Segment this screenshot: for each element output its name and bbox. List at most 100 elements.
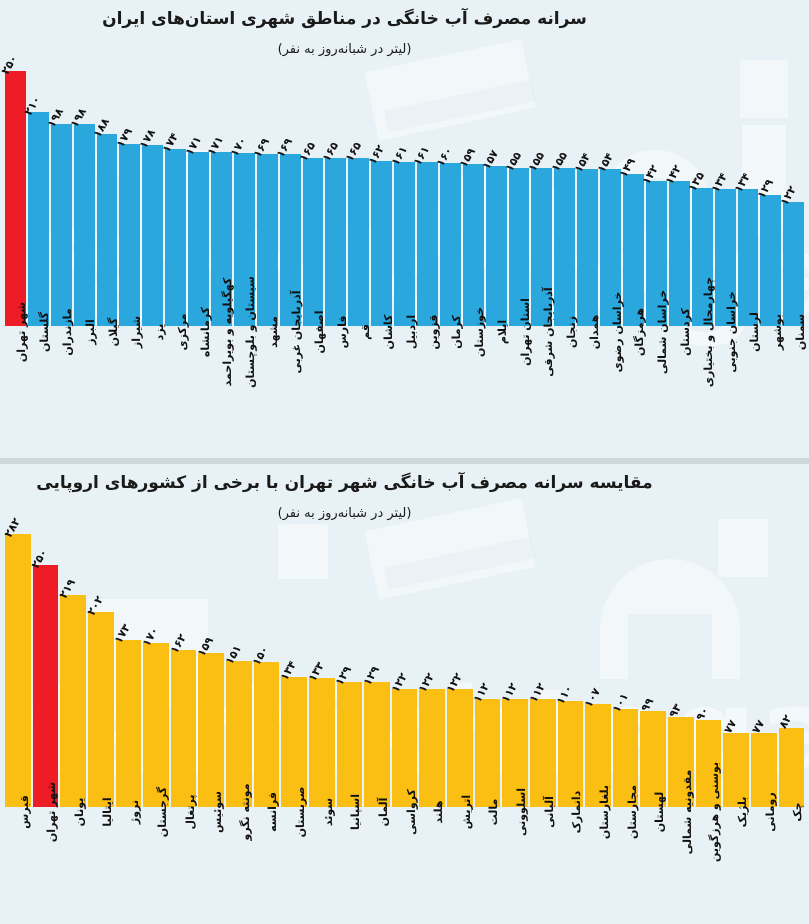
bar: ۱۵۵ — [549, 150, 576, 326]
axis-label: مجارستان — [625, 784, 639, 840]
axis-label: کاشان — [381, 314, 395, 350]
axis-label: گیلان — [107, 317, 120, 347]
axis-label: مالت — [487, 798, 501, 826]
axis-label: خوزستان — [473, 307, 487, 357]
axis-label-column: مشهد — [257, 316, 280, 454]
axis-label-column: کرمان — [440, 315, 463, 454]
bar-column: ۹۰ — [694, 492, 722, 807]
axis-label: اردبیل — [404, 314, 418, 350]
bar-column: ۱۹۸ — [68, 36, 95, 326]
bar-value-label: ۱۱۰ — [554, 682, 576, 707]
axis-label-column: همدان — [577, 315, 601, 454]
axis-label-column: هلند — [419, 801, 445, 924]
bar-value-label: ۹۰ — [693, 704, 712, 723]
bar-column: ۱۵۵ — [526, 36, 553, 326]
bar-value-label: ۱۱۲ — [526, 680, 548, 705]
axis-label: آلمان — [376, 797, 390, 827]
axis-label-column: شهر تهران — [5, 302, 28, 454]
axis-label: کرواسی — [404, 789, 418, 835]
bar-value-label: ۲۵۰ — [0, 52, 21, 77]
bar-column: ۱۶۱ — [411, 36, 438, 326]
bar-column: ۱۷۹ — [114, 36, 141, 326]
x-axis-labels-bottom: قبرس شهر تهران یونان ایتالیا نروژ گرجستان پرتغ… — [0, 762, 809, 924]
axis-label-column: البرز — [74, 319, 97, 454]
axis-label: لرستان — [747, 312, 761, 352]
bar-column: ۱۵۷ — [480, 36, 507, 326]
axis-label: آلبانی — [542, 796, 556, 828]
bar: ۲۸۲ — [2, 516, 31, 807]
bar: ۹۰ — [694, 705, 722, 807]
axis-label: بلژیک — [736, 796, 750, 828]
axis-label: اصفهان — [313, 310, 327, 354]
axis-label-column: آلبانی — [530, 796, 556, 924]
bar: ۱۴۹ — [617, 156, 644, 326]
axis-label: استان تهران — [519, 298, 533, 366]
bar-column: ۹۳ — [666, 492, 694, 807]
bar-column: ۸۲ — [777, 492, 805, 807]
bars-container-top: ۲۵۰ ۲۱۰ ۱۹۸ ۱۹۸ ۱۸۸ ۱۷۹ ۱۷۸ ۱۷۴ ۱۷۱ ۱۷۱ ۱۷۰ ۱۶۹ ۱۶۹ ۱… — [0, 36, 809, 326]
bar-column: ۲۵۰ — [0, 36, 26, 326]
axis-label: خراسان رضوی — [610, 291, 624, 373]
bar: ۲۰۲ — [84, 594, 114, 807]
axis-label-column: قم — [348, 324, 372, 454]
axis-label-column: سوئیس — [198, 791, 224, 924]
bar: ۱۶۵ — [320, 140, 347, 326]
bar: ۱۵۵ — [503, 150, 530, 326]
axis-label-column: استان تهران — [509, 298, 532, 454]
bar: ۷۷ — [721, 717, 749, 807]
bar-column: ۱۲۹ — [333, 492, 363, 807]
bar-column: ۱۶۲ — [365, 36, 393, 326]
bar-value-label: ۱۳۳ — [305, 660, 327, 685]
bar-column: ۱۰۷ — [582, 492, 611, 807]
bar-column: ۱۵۵ — [549, 36, 576, 326]
axis-label-column: فرانسه — [254, 792, 279, 924]
bar-column: ۱۱۲ — [499, 492, 528, 807]
axis-label-column: مازندران — [51, 308, 74, 454]
bar-value-label: ۱۲۲ — [388, 670, 410, 695]
axis-label: بوشهر — [770, 314, 784, 350]
bar: ۱۵۰ — [250, 644, 280, 807]
bar-column: ۱۶۱ — [388, 36, 416, 326]
bar-column: ۱۵۱ — [222, 492, 252, 807]
bar-column: ۱۶۰ — [434, 36, 461, 326]
bar-column: ۱۶۵ — [342, 36, 370, 326]
axis-label-column: بلژیک — [723, 797, 749, 924]
bar: ۱۵۴ — [594, 151, 622, 326]
bar-column: ۱۷۸ — [136, 36, 164, 326]
axis-label-column: خراسان جنوبی — [715, 291, 738, 454]
axis-label-column: خراسان شمالی — [646, 290, 669, 454]
axis-label-column: پرتغال — [171, 795, 197, 924]
axis-label-column: کرواسی — [392, 789, 418, 924]
bar-value-label: ۱۲۹ — [333, 664, 355, 689]
bar-column: ۱۵۴ — [594, 36, 622, 326]
axis-label: مونته نگرو — [238, 783, 252, 841]
axis-label-column: آلمان — [364, 798, 390, 924]
axis-label: هرمزگان — [633, 307, 647, 357]
bar: ۱۷۱ — [182, 133, 210, 326]
bar-column: ۲۰۲ — [84, 492, 114, 807]
axis-label-column: یزد — [142, 324, 166, 454]
bar-value-label: ۱۵۱ — [222, 642, 244, 667]
bar: ۱۲۲ — [444, 671, 473, 807]
bar: ۲۱۰ — [22, 94, 49, 326]
bar: ۱۵۹ — [457, 146, 484, 326]
bar-column: ۱۶۵ — [320, 36, 347, 326]
bar-column: ۱۲۲ — [444, 492, 473, 807]
bar: ۲۱۹ — [57, 577, 86, 807]
axis-label: شیراز — [129, 315, 143, 349]
axis-label-column: کهگیلویه و بویراحمد — [211, 278, 234, 454]
bar: ۸۲ — [777, 712, 805, 807]
axis-label: صربستان — [294, 786, 308, 838]
axis-label-column: آذربایجان شرقی — [531, 287, 555, 454]
bar: ۱۵۷ — [480, 148, 507, 326]
axis-label-column: گرجستان — [143, 787, 169, 924]
bar-column: ۱۳۴ — [732, 36, 759, 326]
bar: ۱۶۵ — [342, 140, 370, 326]
bar-column: ۱۶۵ — [297, 36, 324, 326]
bar: ۹۹ — [639, 696, 666, 807]
bar-column: ۱۲۹ — [361, 492, 390, 807]
bar-column: ۱۲۲ — [416, 492, 445, 807]
bar-column: ۱۹۸ — [45, 36, 72, 326]
bar: ۱۵۴ — [571, 151, 599, 326]
axis-label-column: مونته نگرو — [226, 783, 252, 924]
